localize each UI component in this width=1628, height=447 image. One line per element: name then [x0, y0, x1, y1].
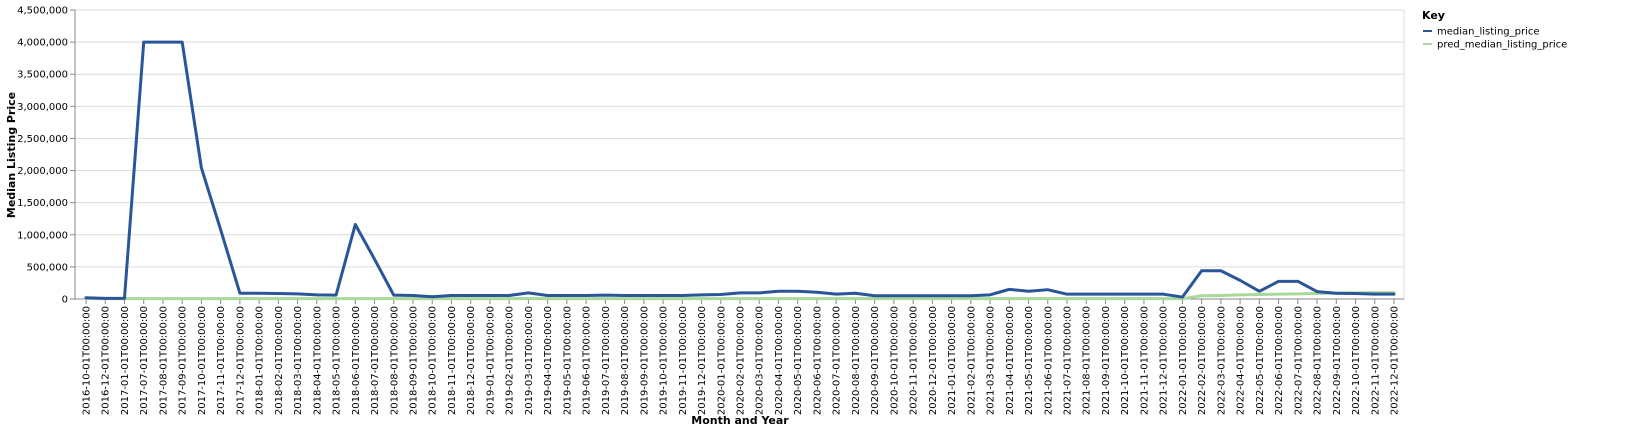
series-line-pred_median_listing_price [84, 291, 1396, 301]
x-tick-label: 2019-08-01T00:00:00 [620, 306, 631, 415]
x-tick-label: 2019-01-01T00:00:00 [485, 306, 496, 415]
y-gridlines [74, 9, 1405, 300]
x-tick-label: 2018-07-01T00:00:00 [370, 306, 381, 415]
x-tick-label: 2022-06-01T00:00:00 [1274, 306, 1285, 415]
x-tick-label: 2022-08-01T00:00:00 [1313, 306, 1324, 415]
x-tick-label: 2021-10-01T00:00:00 [1120, 306, 1131, 415]
x-tick-label: 2021-08-01T00:00:00 [1082, 306, 1093, 415]
y-tick-label: 1,500,000 [17, 198, 68, 209]
x-tick-label: 2021-02-01T00:00:00 [966, 306, 977, 415]
x-tick-label: 2020-09-01T00:00:00 [870, 306, 881, 415]
x-tick-label: 2018-10-01T00:00:00 [428, 306, 439, 415]
x-tick-label: 2019-04-01T00:00:00 [543, 306, 554, 415]
y-tick-label: 2,000,000 [17, 166, 68, 177]
x-tick-label: 2019-03-01T00:00:00 [524, 306, 535, 415]
y-tick-label: 1,000,000 [17, 230, 68, 241]
x-tick-label: 2018-06-01T00:00:00 [351, 306, 362, 415]
x-tick-label: 2018-08-01T00:00:00 [389, 306, 400, 415]
x-tick-label: 2021-05-01T00:00:00 [1024, 306, 1035, 415]
x-tick-label: 2017-01-01T00:00:00 [120, 306, 131, 415]
x-tick-label: 2020-05-01T00:00:00 [793, 306, 804, 415]
x-tick-label: 2022-11-01T00:00:00 [1370, 306, 1381, 415]
plot-frame [74, 9, 1405, 300]
y-tick-label: 4,000,000 [17, 38, 68, 49]
x-tick-label: 2017-12-01T00:00:00 [235, 306, 246, 415]
x-tick-label: 2018-04-01T00:00:00 [312, 306, 323, 415]
x-tick-label: 2020-02-01T00:00:00 [736, 306, 747, 415]
x-axis: 2016-10-01T00:00:00 2016-12-01T00:00:00 20… [75, 298, 1404, 415]
x-tick-label: 2018-03-01T00:00:00 [293, 306, 304, 415]
x-tick-label: 2022-12-01T00:00:00 [1390, 306, 1401, 415]
x-tick-label: 2021-06-01T00:00:00 [1043, 306, 1054, 415]
series-line-median_listing_price [84, 40, 1396, 300]
x-tick-label: 2020-11-01T00:00:00 [909, 306, 920, 415]
x-tick-label: 2018-02-01T00:00:00 [274, 306, 285, 415]
x-tick-label: 2021-04-01T00:00:00 [1005, 306, 1016, 415]
y-tick-label: 2,500,000 [17, 134, 68, 145]
x-tick-label: 2020-10-01T00:00:00 [889, 306, 900, 415]
x-tick-label: 2021-07-01T00:00:00 [1063, 306, 1074, 415]
x-tick-label: 2021-01-01T00:00:00 [947, 306, 958, 415]
x-tick-label: 2021-09-01T00:00:00 [1101, 306, 1112, 415]
x-tick-label: 2018-05-01T00:00:00 [332, 306, 343, 415]
x-tick-label: 2022-10-01T00:00:00 [1351, 306, 1362, 415]
x-tick-label: 2022-07-01T00:00:00 [1293, 306, 1304, 415]
legend: Key median_listing_price pred_median_list… [1422, 9, 1567, 51]
x-tick-label: 2017-08-01T00:00:00 [158, 306, 169, 415]
x-tick-label: 2021-03-01T00:00:00 [986, 306, 997, 415]
y-tick-label: 0 [62, 295, 68, 306]
x-axis-title: Month and Year [691, 414, 789, 427]
x-tick-label: 2022-01-01T00:00:00 [1178, 306, 1189, 415]
x-tick-label: 2020-04-01T00:00:00 [774, 306, 785, 415]
x-tick-label: 2019-07-01T00:00:00 [601, 306, 612, 415]
x-tick-label: 2020-12-01T00:00:00 [928, 306, 939, 415]
x-tick-label: 2019-02-01T00:00:00 [505, 306, 516, 415]
x-tick-label: 2017-10-01T00:00:00 [197, 306, 208, 415]
y-tick-label: 3,000,000 [17, 102, 68, 113]
x-tick-label: 2020-06-01T00:00:00 [812, 306, 823, 415]
y-tick-label: 3,500,000 [17, 70, 68, 81]
x-tick-label: 2020-07-01T00:00:00 [832, 306, 843, 415]
x-tick-label: 2022-09-01T00:00:00 [1332, 306, 1343, 415]
x-tick-label: 2021-12-01T00:00:00 [1159, 306, 1170, 415]
x-tick-label: 2017-11-01T00:00:00 [216, 306, 227, 415]
x-tick-label: 2017-09-01T00:00:00 [178, 306, 189, 415]
legend-title: Key [1422, 9, 1445, 22]
x-tick-label: 2019-12-01T00:00:00 [697, 306, 708, 415]
x-tick-label: 2022-04-01T00:00:00 [1236, 306, 1247, 415]
legend-label: pred_median_listing_price [1437, 40, 1567, 51]
x-tick-label: 2019-05-01T00:00:00 [562, 306, 573, 415]
x-tick-label: 2019-06-01T00:00:00 [582, 306, 593, 415]
x-tick-label: 2021-11-01T00:00:00 [1139, 306, 1150, 415]
y-tick-label: 500,000 [27, 262, 68, 273]
x-tick-label: 2020-08-01T00:00:00 [851, 306, 862, 415]
x-tick-label: 2016-10-01T00:00:00 [82, 306, 93, 415]
x-tick-label: 2020-03-01T00:00:00 [755, 306, 766, 415]
x-tick-label: 2022-03-01T00:00:00 [1216, 306, 1227, 415]
x-tick-label: 2019-11-01T00:00:00 [678, 306, 689, 415]
x-tick-label: 2022-02-01T00:00:00 [1197, 306, 1208, 415]
y-axis: 0 500,000 1,000,000 1,500,000 2,000,000 2,500… [17, 6, 76, 306]
y-tick-label: 4,500,000 [17, 6, 68, 17]
x-tick-label: 2018-12-01T00:00:00 [466, 306, 477, 415]
x-tick-label: 2018-01-01T00:00:00 [255, 306, 266, 415]
y-axis-title: Median Listing Price [5, 92, 18, 218]
x-tick-label: 2019-10-01T00:00:00 [659, 306, 670, 415]
legend-label: median_listing_price [1437, 27, 1540, 38]
x-tick-label: 2019-09-01T00:00:00 [639, 306, 650, 415]
x-tick-label: 2018-09-01T00:00:00 [409, 306, 420, 415]
x-tick-label: 2022-05-01T00:00:00 [1255, 306, 1266, 415]
x-tick-label: 2018-11-01T00:00:00 [447, 306, 458, 415]
x-tick-label: 2020-01-01T00:00:00 [716, 306, 727, 415]
x-tick-label: 2017-07-01T00:00:00 [139, 306, 150, 415]
series-lines [84, 40, 1396, 301]
x-tick-label: 2016-12-01T00:00:00 [101, 306, 112, 415]
